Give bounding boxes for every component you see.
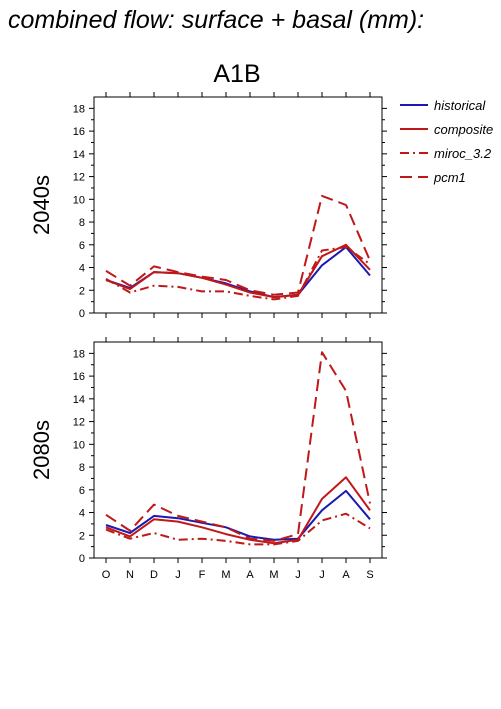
y-tick-label: 16 [73, 126, 85, 138]
y-tick-label: 18 [73, 103, 85, 115]
legend: historical composite miroc_3.2 pcm1 [400, 98, 493, 185]
x-tick-label: J [175, 569, 181, 581]
y-tick-label: 0 [79, 308, 85, 320]
y-tick-label: 8 [79, 462, 85, 474]
series-line-pcm1 [105, 351, 371, 542]
legend-item-miroc_3.2: miroc_3.2 [400, 146, 492, 161]
x-tick-label: D [150, 569, 158, 581]
x-tick-label: A [246, 569, 254, 581]
legend-label: composite [434, 122, 493, 137]
panel-2040s: 0 2 4 6 8 10 12 14 16 18 2040s [29, 92, 387, 320]
x-tick-label: M [269, 569, 278, 581]
y-tick-label: 12 [73, 172, 85, 184]
plot-frame [93, 341, 383, 559]
chart-panels: 0 2 4 6 8 10 12 14 16 18 2040s 0 2 4 6 8 10 12 14 16 18 O N D J F… [29, 92, 387, 581]
series-line-miroc_3.2 [105, 246, 371, 301]
x-tick-label: N [126, 569, 134, 581]
y-tick-label: 10 [73, 439, 85, 451]
x-tick-label: O [102, 569, 111, 581]
series-line-pcm1 [105, 194, 371, 296]
x-tick-label: F [199, 569, 206, 581]
y-tick-label: 4 [79, 263, 85, 275]
legend-label: miroc_3.2 [434, 146, 492, 161]
series-line-composite [105, 476, 371, 545]
legend-item-historical: historical [400, 98, 486, 113]
legend-label: pcm1 [433, 170, 466, 185]
plot-frame [93, 96, 383, 314]
legend-item-pcm1: pcm1 [400, 170, 466, 185]
y-tick-label: 2 [79, 285, 85, 297]
y-tick-label: 6 [79, 240, 85, 252]
y-tick-label: 16 [73, 371, 85, 383]
series-line-composite [105, 243, 371, 299]
legend-label: historical [434, 98, 486, 113]
y-tick-label: 0 [79, 553, 85, 565]
legend-item-composite: composite [400, 122, 493, 137]
panel-2080s: 0 2 4 6 8 10 12 14 16 18 O N D J F M A M J J A S 2080s [29, 337, 387, 581]
y-tick-label: 18 [73, 348, 85, 360]
scenario-label: A1B [213, 60, 260, 88]
y-tick-label: 12 [73, 417, 85, 429]
y-tick-label: 4 [79, 508, 85, 520]
series-line-miroc_3.2 [105, 512, 371, 546]
x-tick-label: J [319, 569, 325, 581]
y-tick-label: 14 [73, 149, 85, 161]
x-tick-label: M [221, 569, 230, 581]
y-tick-label: 6 [79, 485, 85, 497]
y-tick-label: 2 [79, 530, 85, 542]
series-line-historical [105, 489, 371, 541]
x-tick-label: J [295, 569, 301, 581]
period-label: 2080s [29, 420, 54, 480]
y-tick-label: 14 [73, 394, 85, 406]
y-tick-label: 8 [79, 217, 85, 229]
y-tick-label: 10 [73, 194, 85, 206]
chart-title: combined flow: surface + basal (mm): [8, 6, 425, 34]
x-tick-label: A [342, 569, 350, 581]
x-tick-label: S [366, 569, 373, 581]
period-label: 2040s [29, 175, 54, 235]
